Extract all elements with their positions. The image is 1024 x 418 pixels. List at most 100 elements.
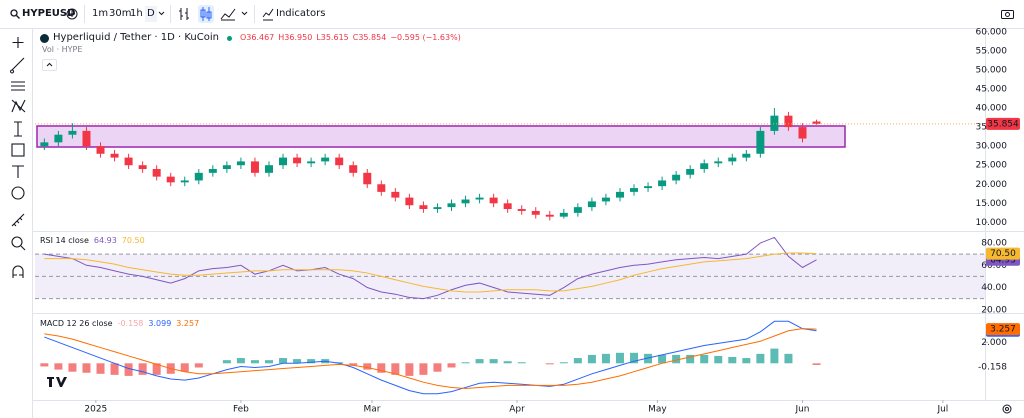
candle-body [672, 174, 681, 181]
histogram-bar [489, 359, 498, 364]
last-price-box [986, 117, 1020, 130]
histogram-bar [601, 353, 610, 364]
y-tick-label: 45.000 [976, 84, 1008, 94]
interval[interactable]: 1m [92, 8, 109, 19]
histogram-bar [630, 352, 639, 364]
symbol-logo [40, 33, 49, 43]
candle-body [124, 157, 133, 166]
candle-body [208, 169, 217, 173]
macd-legend: MACD 12 26 close -0.158 3.099 3.257 [40, 318, 199, 330]
magnet-tool[interactable] [12, 265, 24, 278]
candle-body [194, 172, 203, 181]
candle-body [559, 212, 568, 217]
histogram-bar [770, 348, 779, 364]
histogram-bar [545, 363, 554, 365]
candle-body [644, 186, 653, 189]
left-toolbar [10, 37, 26, 278]
candle-body [68, 130, 77, 135]
candle-body [82, 130, 91, 147]
y-tick-label: 60.000 [976, 27, 1008, 37]
histogram-bar [222, 360, 231, 364]
indicator-line [44, 328, 817, 390]
histogram-bar [686, 354, 695, 364]
histogram-bar [54, 363, 63, 370]
y-tick-label: 80.00 [981, 239, 1007, 249]
indicator-line [44, 252, 817, 293]
candle-body [517, 209, 526, 211]
indicator-name: RSI 14 close [40, 236, 89, 245]
y-tick-label: 20.00 [981, 305, 1007, 315]
indicator-line [44, 320, 817, 395]
candle-body [630, 188, 639, 192]
histogram-bar [82, 363, 91, 373]
histogram-bar [742, 358, 751, 364]
candle-body [110, 153, 119, 158]
area-icon[interactable] [220, 7, 236, 21]
text-tool[interactable] [12, 165, 24, 178]
interval-menu[interactable] [158, 11, 165, 16]
projection-tool[interactable] [14, 121, 22, 137]
fib-tool[interactable] [11, 81, 25, 91]
snapshot-icon[interactable] [1001, 8, 1014, 19]
legend-high: H36.950 [278, 33, 313, 42]
candle-body [812, 121, 821, 124]
interval[interactable]: 30m [109, 8, 132, 19]
zoom-tool[interactable] [11, 236, 23, 248]
chart-type-menu[interactable] [241, 11, 248, 16]
indicators-button[interactable]: Indicators [276, 8, 326, 19]
search-icon[interactable] [10, 9, 20, 19]
measure-tool[interactable] [11, 213, 25, 227]
interval[interactable]: 1h [130, 8, 143, 19]
histogram-bar [447, 363, 456, 368]
collapse-legend[interactable] [42, 59, 57, 71]
histogram-bar [672, 354, 681, 364]
candle-body [250, 161, 259, 173]
market-status [226, 35, 232, 41]
macd-value: 3.099 [148, 319, 172, 328]
candle-body [714, 161, 723, 164]
histogram-bar [279, 358, 288, 364]
candles-icon[interactable] [198, 5, 214, 23]
candle-body [96, 146, 105, 154]
histogram-bar [475, 359, 484, 364]
candle-body [587, 201, 596, 208]
settings-icon[interactable] [1002, 404, 1012, 414]
separator [254, 5, 255, 23]
histogram-bar [363, 363, 372, 370]
shape-tool[interactable] [11, 143, 25, 157]
x-tick-label: 2025 [84, 405, 107, 415]
histogram-bar [96, 363, 105, 374]
histogram-bar [461, 362, 470, 364]
symbol[interactable]: HYPEUSD [22, 8, 76, 19]
histogram-bar [377, 363, 386, 373]
pattern-tool[interactable] [11, 99, 26, 113]
bars-icon[interactable] [178, 7, 190, 21]
zone-rectangle[interactable] [36, 125, 846, 148]
histogram-bar [756, 353, 765, 364]
histogram-bar [335, 362, 344, 364]
candle-body [545, 214, 554, 217]
histogram-bar [110, 363, 119, 375]
histogram-bar [124, 363, 133, 376]
interval-active[interactable]: D [145, 6, 157, 22]
candle-body [279, 157, 288, 166]
crosshair-tool[interactable] [12, 37, 24, 48]
histogram-bar [812, 363, 821, 365]
histogram-bar [264, 360, 273, 364]
indicators-icon[interactable] [262, 7, 274, 21]
emoji-tool[interactable] [11, 186, 25, 200]
x-tick-label: May [648, 405, 667, 415]
legend-close: C35.854 [352, 33, 387, 42]
histogram-bar [180, 363, 189, 372]
candle-body [658, 180, 667, 187]
histogram-bar [236, 358, 245, 364]
add-symbol[interactable] [66, 8, 78, 20]
histogram-bar [728, 357, 737, 364]
histogram-bar [559, 362, 568, 364]
candle-body [447, 203, 456, 208]
histogram-bar [419, 363, 428, 375]
trendline-tool[interactable] [10, 57, 25, 74]
candle-body [377, 184, 386, 192]
y-tick-label: 50.000 [976, 65, 1008, 75]
y-tick-label: 20.000 [976, 180, 1008, 190]
